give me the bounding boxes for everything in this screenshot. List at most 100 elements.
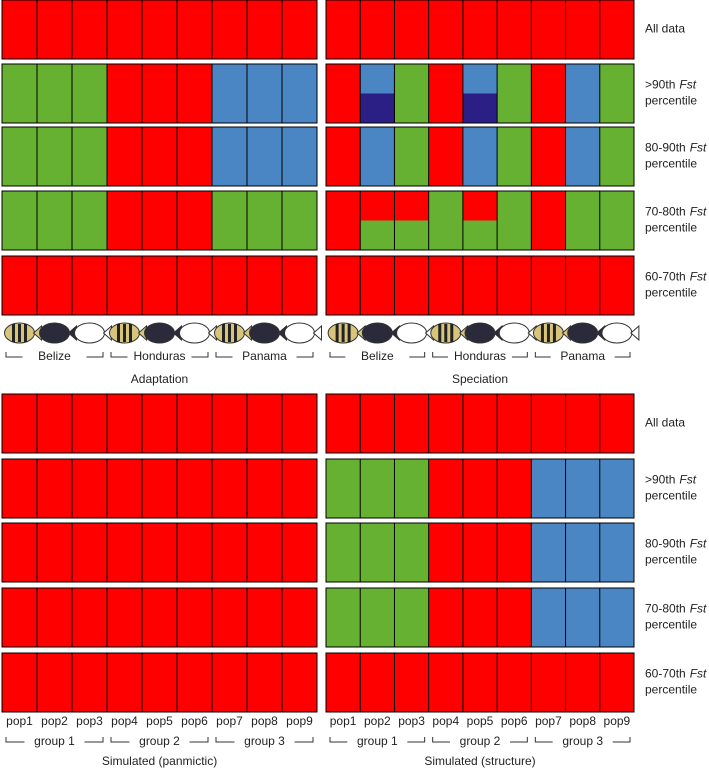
cluster-block xyxy=(428,653,463,712)
cluster-block xyxy=(360,93,395,123)
cluster-block xyxy=(599,394,634,453)
fish-icon xyxy=(567,322,599,344)
cluster-block xyxy=(531,459,566,518)
cluster-block xyxy=(394,220,429,250)
row-label: All data xyxy=(645,22,685,36)
bracket-gap xyxy=(232,352,297,362)
pop-label: pop3 xyxy=(398,714,425,728)
row-label-range: 80-90th xyxy=(645,141,686,155)
cluster-block xyxy=(360,653,395,712)
region-label: Honduras xyxy=(133,349,185,363)
cluster-block xyxy=(599,127,634,186)
cluster-block xyxy=(72,588,107,647)
pop-label: pop6 xyxy=(181,714,208,728)
cluster-block xyxy=(394,256,429,315)
row-label: >90th Fst xyxy=(645,473,697,487)
cluster-block xyxy=(565,220,600,250)
cluster-block xyxy=(282,191,317,250)
pop-label: pop9 xyxy=(286,714,313,728)
group-label: group 3 xyxy=(562,734,603,748)
cluster-block xyxy=(565,256,600,315)
pop-label: pop8 xyxy=(569,714,596,728)
cluster-block xyxy=(247,394,282,453)
cluster-block xyxy=(142,127,177,186)
cluster-block xyxy=(247,523,282,582)
cluster-block xyxy=(72,653,107,712)
bracket-gap xyxy=(448,352,512,362)
cluster-block xyxy=(462,93,498,123)
group-label: group 1 xyxy=(34,734,75,748)
pop-label: pop7 xyxy=(535,714,562,728)
cluster-block xyxy=(326,523,361,582)
cluster-block xyxy=(565,588,600,647)
cluster-block xyxy=(177,653,212,712)
cluster-block xyxy=(37,127,72,186)
cluster-block xyxy=(177,127,212,186)
cluster-block xyxy=(72,394,107,453)
cluster-block xyxy=(212,64,247,123)
bracket-gap xyxy=(234,737,295,747)
cluster-block xyxy=(2,459,37,518)
cluster-block xyxy=(531,523,566,582)
cluster-block xyxy=(531,191,566,250)
bracket-gap xyxy=(550,352,615,362)
cluster-block xyxy=(177,64,212,123)
cluster-block xyxy=(282,394,317,453)
panel-border xyxy=(1,190,318,251)
cluster-block xyxy=(142,64,177,123)
cluster-block xyxy=(326,64,361,123)
row-label-range: >90th xyxy=(645,78,675,92)
cluster-block xyxy=(462,588,498,647)
cluster-block xyxy=(360,394,395,453)
cluster-block xyxy=(531,127,566,186)
cluster-block xyxy=(107,653,142,712)
cluster-block xyxy=(462,459,498,518)
cluster-block xyxy=(462,220,498,250)
cluster-block xyxy=(428,127,463,186)
cluster-block xyxy=(282,523,317,582)
cluster-block xyxy=(212,0,247,59)
cluster-block xyxy=(360,127,395,186)
cluster-block xyxy=(565,653,600,712)
fish-icon xyxy=(464,322,496,344)
cluster-block xyxy=(326,394,361,453)
row-label-range: 70-80th xyxy=(645,602,686,616)
cluster-block xyxy=(177,394,212,453)
cluster-block xyxy=(37,64,72,123)
cluster-block xyxy=(247,191,282,250)
cluster-block xyxy=(462,64,498,94)
cluster-block xyxy=(360,256,395,315)
cluster-block xyxy=(497,394,532,453)
cluster-block xyxy=(497,127,532,186)
row-label-fst: Fst xyxy=(690,141,707,155)
cluster-block xyxy=(212,588,247,647)
cluster-block xyxy=(394,127,429,186)
cluster-block xyxy=(72,191,107,250)
cluster-block xyxy=(2,394,37,453)
cluster-block xyxy=(497,256,532,315)
cluster-block xyxy=(247,256,282,315)
cluster-block xyxy=(72,0,107,59)
cluster-block xyxy=(282,127,317,186)
panel-border xyxy=(1,126,318,187)
row-label-line2: percentile xyxy=(645,683,697,697)
row-label: >90th Fst xyxy=(645,78,697,92)
panel-border xyxy=(1,652,318,713)
cluster-block xyxy=(142,394,177,453)
row-label-fst: Fst xyxy=(690,537,707,551)
row-label-line2: percentile xyxy=(645,618,697,632)
cluster-block xyxy=(360,0,395,59)
group-label: group 2 xyxy=(139,734,180,748)
panel-border xyxy=(325,255,635,316)
panel-border xyxy=(325,63,635,124)
fish-tail xyxy=(630,324,640,342)
fish-icon xyxy=(284,322,315,344)
cluster-block xyxy=(360,459,395,518)
row-label-line2: percentile xyxy=(645,286,697,300)
bracket-gap xyxy=(127,352,192,362)
region-label: Belize xyxy=(38,349,71,363)
cluster-block xyxy=(107,64,142,123)
panel-border xyxy=(325,126,635,187)
cluster-block xyxy=(599,459,634,518)
cluster-block xyxy=(326,459,361,518)
